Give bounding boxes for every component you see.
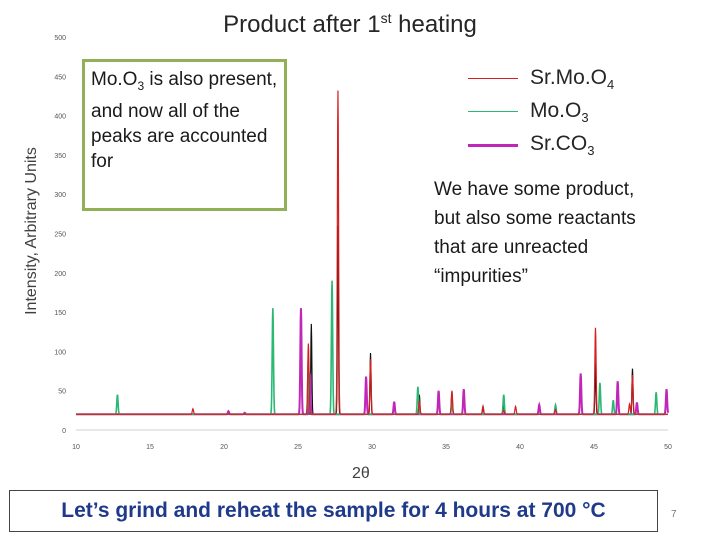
legend-line <box>468 111 518 112</box>
x-tick-label: 45 <box>590 444 598 451</box>
legend-label: Sr.CO3 <box>530 132 595 159</box>
x-tick-label: 35 <box>442 444 450 451</box>
chart-title: Product after 1st heating <box>223 10 477 38</box>
y-tick-label: 150 <box>54 310 66 317</box>
y-tick-label: 400 <box>54 114 66 121</box>
y-tick-label: 250 <box>54 232 66 239</box>
y-tick-label: 0 <box>62 428 66 435</box>
y-tick-label: 300 <box>54 192 66 199</box>
x-axis-label: 2θ <box>352 465 370 482</box>
chart-axes: 0 50 100 150 200 250 300 350 400 450 500 10 15 20 25 30… <box>54 35 672 451</box>
series-line <box>76 90 668 415</box>
x-tick-label: 20 <box>220 444 228 451</box>
legend-line <box>468 78 518 79</box>
y-axis-label: Intensity, Arbitrary Units <box>23 147 40 315</box>
y-tick-label: 50 <box>58 389 66 396</box>
page-number: 7 <box>671 509 677 520</box>
y-tick-label: 450 <box>54 74 66 81</box>
footer-instruction: Let’s grind and reheat the sample for 4 … <box>9 490 658 532</box>
y-tick-label: 500 <box>54 35 66 42</box>
x-tick-label: 30 <box>368 444 376 451</box>
legend-label: Mo.O3 <box>530 99 589 126</box>
product-annotation: We have some product, but also some reac… <box>434 179 636 287</box>
y-tick-label: 100 <box>54 349 66 356</box>
x-tick-label: 10 <box>72 444 80 451</box>
y-tick-label: 350 <box>54 153 66 160</box>
y-tick-label: 200 <box>54 271 66 278</box>
x-tick-label: 25 <box>294 444 302 451</box>
legend-label: Sr.Mo.O4 <box>530 66 615 93</box>
x-tick-label: 50 <box>664 444 672 451</box>
plot-area <box>76 90 669 416</box>
x-tick-label: 40 <box>516 444 524 451</box>
legend-line <box>468 144 518 147</box>
mo-o3-annotation-box: Mo.O3 is also present, and now all of th… <box>82 59 287 211</box>
x-tick-label: 15 <box>146 444 154 451</box>
